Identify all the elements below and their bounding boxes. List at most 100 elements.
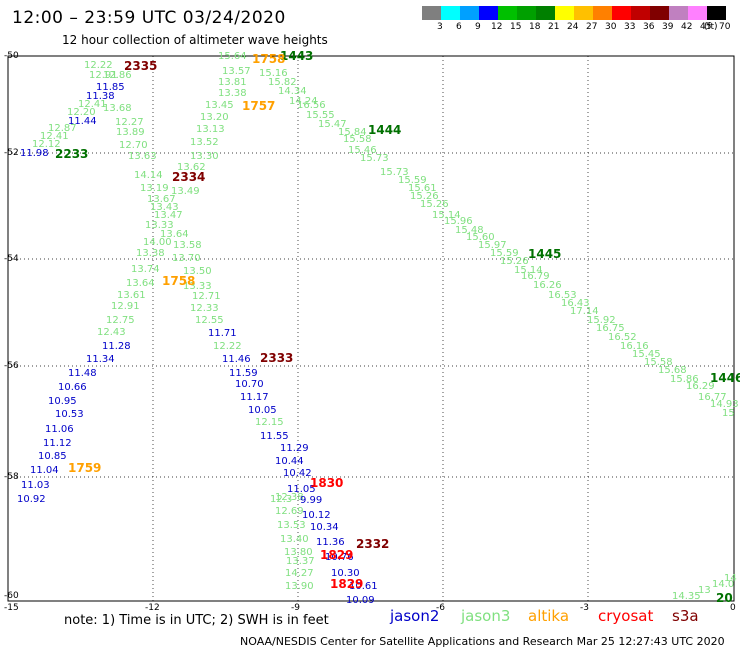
wave-height-value: 16.52 xyxy=(608,332,637,343)
legend-value: 21 xyxy=(548,22,560,32)
map-frame xyxy=(7,55,735,602)
wave-height-value: 14 xyxy=(724,573,737,584)
wave-height-value: 13.57 xyxy=(222,66,251,77)
wave-height-value: 13.37 xyxy=(286,556,315,567)
wave-height-value: 15.14 xyxy=(432,210,461,221)
wave-height-value: 13.64 xyxy=(126,278,155,289)
units-note: note: 1) Time is in UTC; 2) SWH is in fe… xyxy=(64,613,329,628)
map-title: 12:00 – 23:59 UTC 03/24/2020 xyxy=(12,8,286,28)
lon-label-6: -6 xyxy=(436,603,445,613)
wave-height-value: 10.76 xyxy=(325,552,354,563)
wave-height-value: 10.12 xyxy=(302,510,331,521)
wave-height-value: 13.40 xyxy=(280,534,309,545)
lon-label-15: -15 xyxy=(4,603,19,613)
track-id-label: 20 xyxy=(716,591,733,605)
legend-value: 9 xyxy=(475,22,481,32)
track-id-label: 2334 xyxy=(172,170,206,184)
wave-height-value: 16.77 xyxy=(698,392,727,403)
wave-height-value: 15.73 xyxy=(360,153,389,164)
lat-label-56: -56 xyxy=(4,361,19,371)
wave-height-value: 10.05 xyxy=(248,405,277,416)
wave-height-value: 12.20 xyxy=(67,107,96,118)
lon-label-3: -3 xyxy=(580,603,589,613)
wave-height-value: 13.45 xyxy=(205,100,234,111)
wave-height-value: 13.47 xyxy=(154,210,183,221)
wave-height-value: 13.70 xyxy=(172,253,201,264)
wave-height-value: 11.44 xyxy=(68,116,97,127)
wave-height-value: 14.0 xyxy=(712,579,735,590)
wave-height-value: 13.13 xyxy=(196,124,225,135)
wave-height-value: 15.68 xyxy=(658,365,687,376)
legend-value: 39 xyxy=(662,22,674,32)
wave-height-value: 10.42 xyxy=(283,468,312,479)
track-id-label: 1443 xyxy=(280,49,314,63)
wave-height-value: 13.62 xyxy=(177,162,206,173)
wave-height-value: 13.80 xyxy=(284,547,313,558)
wave-height-value: 15.92 xyxy=(587,315,616,326)
wave-height-value: 11.38 xyxy=(86,91,115,102)
wave-height-value: 10.53 xyxy=(55,409,84,420)
wave-height-value: 10.34 xyxy=(310,522,339,533)
legend-swatch xyxy=(479,6,498,20)
track-id-label: 2333 xyxy=(260,351,294,365)
wave-height-value: 15.64 xyxy=(218,51,247,62)
legend-value: 18 xyxy=(529,22,541,32)
legend-swatch xyxy=(555,6,574,20)
legend-swatch xyxy=(688,6,707,20)
wave-height-value: 10.09 xyxy=(346,595,375,606)
wave-height-value: 11.28 xyxy=(102,341,131,352)
wave-height-value: 16.53 xyxy=(548,290,577,301)
wave-height-value: 12.12 xyxy=(32,139,61,150)
wave-height-value: 11.06 xyxy=(45,424,74,435)
wave-height-value: 13.58 xyxy=(173,240,202,251)
wave-height-value: 11.71 xyxy=(208,328,237,339)
wave-height-value: 10.85 xyxy=(38,451,67,462)
wave-height-value: 12.22 xyxy=(213,341,242,352)
wave-height-value: 15.26 xyxy=(500,256,529,267)
wave-height-value: 14.14 xyxy=(134,170,163,181)
legend-swatch xyxy=(650,6,669,20)
wave-height-value: 11.55 xyxy=(260,431,289,442)
lon-label-0: 0 xyxy=(730,603,736,613)
wave-height-value: 15.55 xyxy=(306,110,335,121)
satellite-label-s3a: s3a xyxy=(672,607,699,625)
legend-value: 12 xyxy=(491,22,503,32)
wave-height-value: 9.99 xyxy=(300,495,323,506)
wave-height-value: 12.22 xyxy=(84,60,113,71)
wave-height-value: 12.86 xyxy=(103,70,132,81)
wave-height-value: 15.86 xyxy=(670,374,699,385)
wave-height-value: 11.17 xyxy=(240,392,269,403)
wave-height-value: 16.75 xyxy=(596,323,625,334)
satellite-label-jason3: jason3 xyxy=(461,607,511,625)
wave-height-value: 13.33 xyxy=(145,220,174,231)
wave-height-value: 11.98 xyxy=(20,148,49,159)
track-id-label: 2335 xyxy=(124,59,158,73)
wave-height-value: 10.66 xyxy=(58,382,87,393)
wave-height-value: 15.14 xyxy=(514,265,543,276)
wave-height-value: 13.74 xyxy=(131,264,160,275)
wave-height-value: 12.87 xyxy=(48,123,77,134)
wave-height-value: 10.70 xyxy=(235,379,264,390)
wave-height-value: 13.30 xyxy=(190,151,219,162)
wave-height-value: 15.58 xyxy=(343,134,372,145)
legend-value: 36 xyxy=(643,22,655,32)
wave-height-value: 14.93 xyxy=(710,399,739,410)
wave-height-value: 15.26 xyxy=(410,191,439,202)
legend-value: 30 xyxy=(605,22,617,32)
map-subtitle: 12 hour collection of altimeter wave hei… xyxy=(62,33,328,47)
wave-height-value: 15 xyxy=(722,408,735,419)
wave-height-value: 12.70 xyxy=(119,140,148,151)
legend-swatch xyxy=(498,6,517,20)
legend-swatch xyxy=(669,6,688,20)
wave-height-value: 15.84 xyxy=(338,127,367,138)
legend-swatch xyxy=(517,6,536,20)
track-id-label: 1445 xyxy=(528,247,562,261)
wave-height-value: 13.50 xyxy=(183,266,212,277)
legend-swatch xyxy=(593,6,612,20)
wave-height-value: 12.38 xyxy=(275,492,304,503)
wave-height-value: 13.38 xyxy=(218,88,247,99)
wave-height-value: 15.48 xyxy=(455,225,484,236)
wave-height-value: 14.35 xyxy=(672,591,701,602)
wave-height-value: 17.14 xyxy=(570,306,599,317)
